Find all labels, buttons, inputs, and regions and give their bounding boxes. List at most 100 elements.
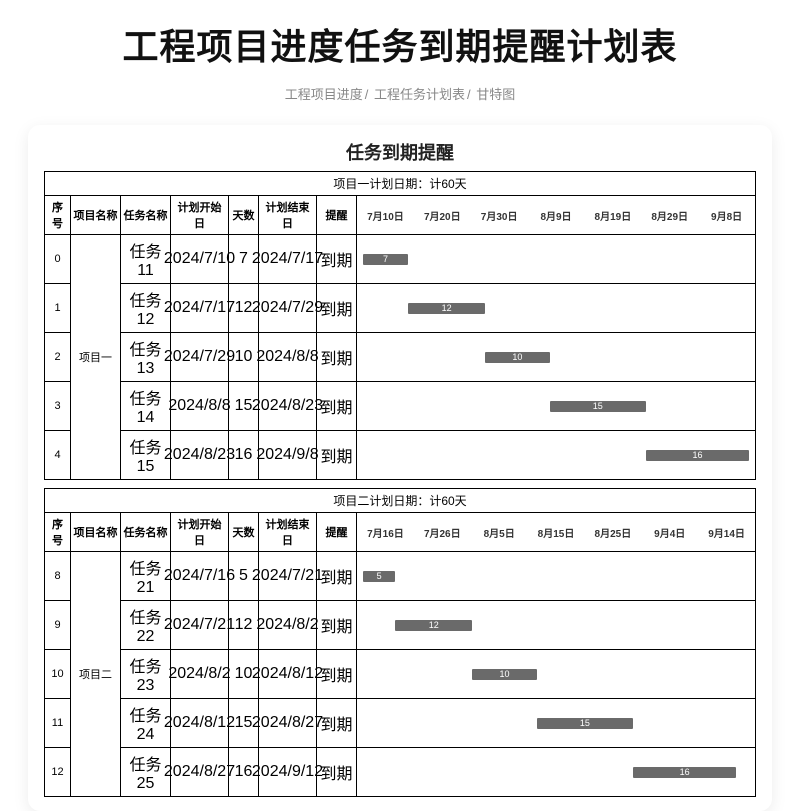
days-cell: 10 [229, 650, 259, 698]
days-cell: 16 [229, 431, 259, 479]
seq-cell: 0 [45, 235, 70, 284]
gantt-cell: 5 [357, 552, 755, 600]
table-header-row: 序号项目名称任务名称计划开始日天数计划结束日提醒7月16日7月26日8月5日8月… [45, 513, 755, 552]
start-cell: 2024/7/16 [171, 552, 229, 600]
task-cell: 任务22 [121, 601, 171, 649]
col-seq: 序号 [45, 513, 71, 552]
end-cell: 2024/8/12 [259, 650, 317, 698]
seq-cell: 11 [45, 699, 70, 748]
end-cell: 2024/8/27 [259, 699, 317, 747]
col-seq: 序号 [45, 196, 71, 235]
task-cell: 任务14 [121, 382, 171, 430]
seq-column: 89101112 [45, 552, 71, 796]
gantt-track: 10 [363, 650, 749, 698]
col-project: 项目名称 [71, 196, 121, 235]
gantt-bar: 12 [408, 303, 485, 314]
gantt-bar: 15 [550, 401, 647, 412]
col-remind: 提醒 [317, 196, 357, 235]
start-cell: 2024/7/21 [171, 601, 229, 649]
gantt-cell: 12 [357, 284, 755, 332]
task-cell: 任务24 [121, 699, 171, 747]
start-cell: 2024/7/17 [171, 284, 229, 332]
breadcrumb-item: 工程项目进度 [285, 87, 363, 102]
remind-cell: 到期 [317, 235, 357, 283]
table-row: 任务212024/7/1652024/7/21到期5 [121, 552, 755, 601]
start-cell: 2024/8/12 [171, 699, 229, 747]
gantt-track: 7 [363, 235, 749, 283]
start-cell: 2024/8/27 [171, 748, 229, 796]
remind-cell: 到期 [317, 382, 357, 430]
gantt-cell: 15 [357, 699, 755, 747]
gantt-bar: 7 [363, 254, 408, 265]
start-cell: 2024/8/8 [171, 382, 229, 430]
table-header-row: 序号项目名称任务名称计划开始日天数计划结束日提醒7月10日7月20日7月30日8… [45, 196, 755, 235]
table-row: 任务152024/8/23162024/9/8到期16 [121, 431, 755, 479]
task-cell: 任务23 [121, 650, 171, 698]
start-cell: 2024/7/29 [171, 333, 229, 381]
col-timeline: 7月16日7月26日8月5日8月15日8月25日9月4日9月14日 [357, 513, 755, 552]
project-block: 项目二计划日期：计60天序号项目名称任务名称计划开始日天数计划结束日提醒7月16… [44, 488, 756, 797]
remind-cell: 到期 [317, 699, 357, 747]
gantt-cell: 15 [357, 382, 755, 430]
start-cell: 2024/7/10 [171, 235, 229, 283]
end-cell: 2024/8/2 [259, 601, 317, 649]
gantt-bar: 10 [472, 669, 536, 680]
timeline-tick: 9月14日 [698, 525, 755, 540]
gantt-cell: 10 [357, 333, 755, 381]
table-row: 任务142024/8/8152024/8/23到期15 [121, 382, 755, 431]
end-cell: 2024/9/12 [259, 748, 317, 796]
table-row: 任务252024/8/27162024/9/12到期16 [121, 748, 755, 796]
seq-cell: 8 [45, 552, 70, 601]
remind-cell: 到期 [317, 552, 357, 600]
timeline-tick: 7月30日 [471, 208, 528, 223]
remind-cell: 到期 [317, 601, 357, 649]
end-cell: 2024/7/17 [259, 235, 317, 283]
gantt-cell: 12 [357, 601, 755, 649]
project-name-cell: 项目二 [71, 552, 121, 796]
end-cell: 2024/8/8 [259, 333, 317, 381]
page-title: 工程项目进度任务到期提醒计划表 [0, 18, 800, 70]
remind-cell: 到期 [317, 284, 357, 332]
timeline-tick: 7月10日 [357, 208, 414, 223]
table-row: 任务232024/8/2102024/8/12到期10 [121, 650, 755, 699]
start-cell: 2024/8/23 [171, 431, 229, 479]
gantt-track: 15 [363, 699, 749, 747]
project-header: 项目二计划日期：计60天 [45, 489, 755, 513]
gantt-bar: 16 [646, 450, 749, 461]
end-cell: 2024/7/21 [259, 552, 317, 600]
days-cell: 10 [229, 333, 259, 381]
col-end: 计划结束日 [259, 513, 317, 552]
gantt-cell: 7 [357, 235, 755, 283]
gantt-track: 10 [363, 333, 749, 381]
reminder-card: 任务到期提醒 项目一计划日期：计60天序号项目名称任务名称计划开始日天数计划结束… [28, 125, 772, 811]
col-end: 计划结束日 [259, 196, 317, 235]
project-header: 项目一计划日期：计60天 [45, 172, 755, 196]
col-days: 天数 [229, 513, 259, 552]
seq-cell: 3 [45, 382, 70, 431]
days-cell: 16 [229, 748, 259, 796]
timeline-tick: 9月8日 [698, 208, 755, 223]
table-row: 任务122024/7/17122024/7/29到期12 [121, 284, 755, 333]
timeline-tick: 8月5日 [471, 525, 528, 540]
table-row: 任务112024/7/1072024/7/17到期7 [121, 235, 755, 284]
gantt-track: 5 [363, 552, 749, 600]
remind-cell: 到期 [317, 748, 357, 796]
col-timeline: 7月10日7月20日7月30日8月9日8月19日8月29日9月8日 [357, 196, 755, 235]
seq-cell: 4 [45, 431, 70, 479]
days-cell: 12 [229, 601, 259, 649]
gantt-track: 16 [363, 431, 749, 479]
seq-cell: 12 [45, 748, 70, 796]
gantt-bar: 5 [363, 571, 395, 582]
remind-cell: 到期 [317, 650, 357, 698]
table-row: 任务132024/7/29102024/8/8到期10 [121, 333, 755, 382]
timeline-tick: 7月16日 [357, 525, 414, 540]
timeline-tick: 8月9日 [528, 208, 585, 223]
col-start: 计划开始日 [171, 513, 229, 552]
breadcrumb-item: 工程任务计划表 [374, 87, 465, 102]
remind-cell: 到期 [317, 333, 357, 381]
gantt-track: 15 [363, 382, 749, 430]
breadcrumb-item: 甘特图 [476, 87, 515, 102]
seq-cell: 2 [45, 333, 70, 382]
gantt-track: 16 [363, 748, 749, 796]
gantt-cell: 10 [357, 650, 755, 698]
